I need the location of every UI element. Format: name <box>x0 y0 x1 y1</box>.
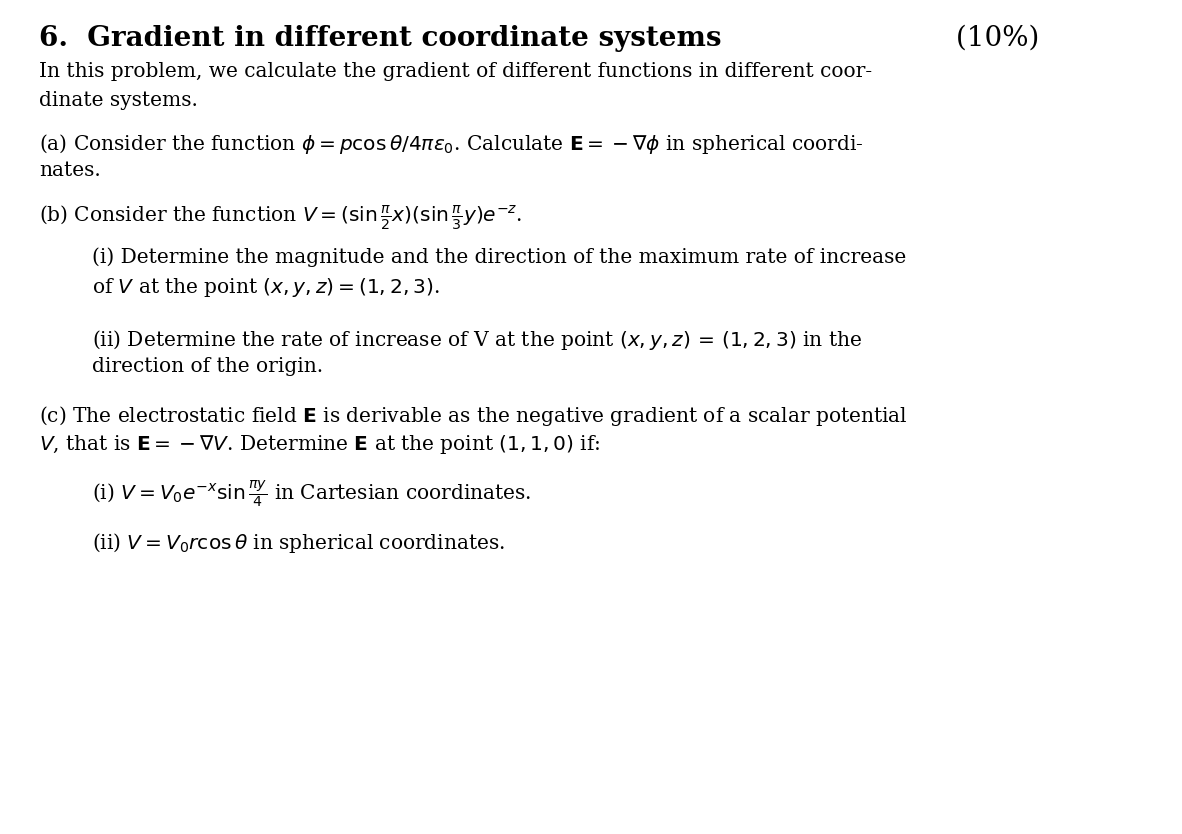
Text: In this problem, we calculate the gradient of different functions in different c: In this problem, we calculate the gradie… <box>39 62 872 81</box>
Text: dinate systems.: dinate systems. <box>39 91 199 110</box>
Text: of $V$ at the point $(x, y, z) = (1, 2, 3)$.: of $V$ at the point $(x, y, z) = (1, 2, … <box>92 276 440 299</box>
Text: direction of the origin.: direction of the origin. <box>92 357 324 376</box>
Text: 6.  Gradient in different coordinate systems: 6. Gradient in different coordinate syst… <box>39 25 722 52</box>
Text: (ii) Determine the rate of increase of V at the point $(x, y, z)\, = \,(1, 2, 3): (ii) Determine the rate of increase of V… <box>92 328 862 352</box>
Text: (c) The electrostatic field $\mathbf{E}$ is derivable as the negative gradient o: (c) The electrostatic field $\mathbf{E}$… <box>39 404 908 428</box>
Text: (i) $V = V_0 e^{-x}\sin\frac{\pi y}{4}$ in Cartesian coordinates.: (i) $V = V_0 e^{-x}\sin\frac{\pi y}{4}$ … <box>92 479 532 510</box>
Text: (i) Determine the magnitude and the direction of the maximum rate of increase: (i) Determine the magnitude and the dire… <box>92 247 907 267</box>
Text: (ii) $V = V_0 r\cos\theta$ in spherical coordinates.: (ii) $V = V_0 r\cos\theta$ in spherical … <box>92 531 505 555</box>
Text: (10%): (10%) <box>947 25 1039 52</box>
Text: (b) Consider the function $V = (\sin\frac{\pi}{2}x)(\sin\frac{\pi}{3}y)e^{-z}$.: (b) Consider the function $V = (\sin\fra… <box>39 204 522 233</box>
Text: nates.: nates. <box>39 161 102 180</box>
Text: (a) Consider the function $\phi = p\cos\theta/4\pi\epsilon_0$. Calculate $\mathb: (a) Consider the function $\phi = p\cos\… <box>39 132 864 156</box>
Text: $V$, that is $\mathbf{E} = -\nabla V$. Determine $\mathbf{E}$ at the point $(1, : $V$, that is $\mathbf{E} = -\nabla V$. D… <box>39 433 600 455</box>
